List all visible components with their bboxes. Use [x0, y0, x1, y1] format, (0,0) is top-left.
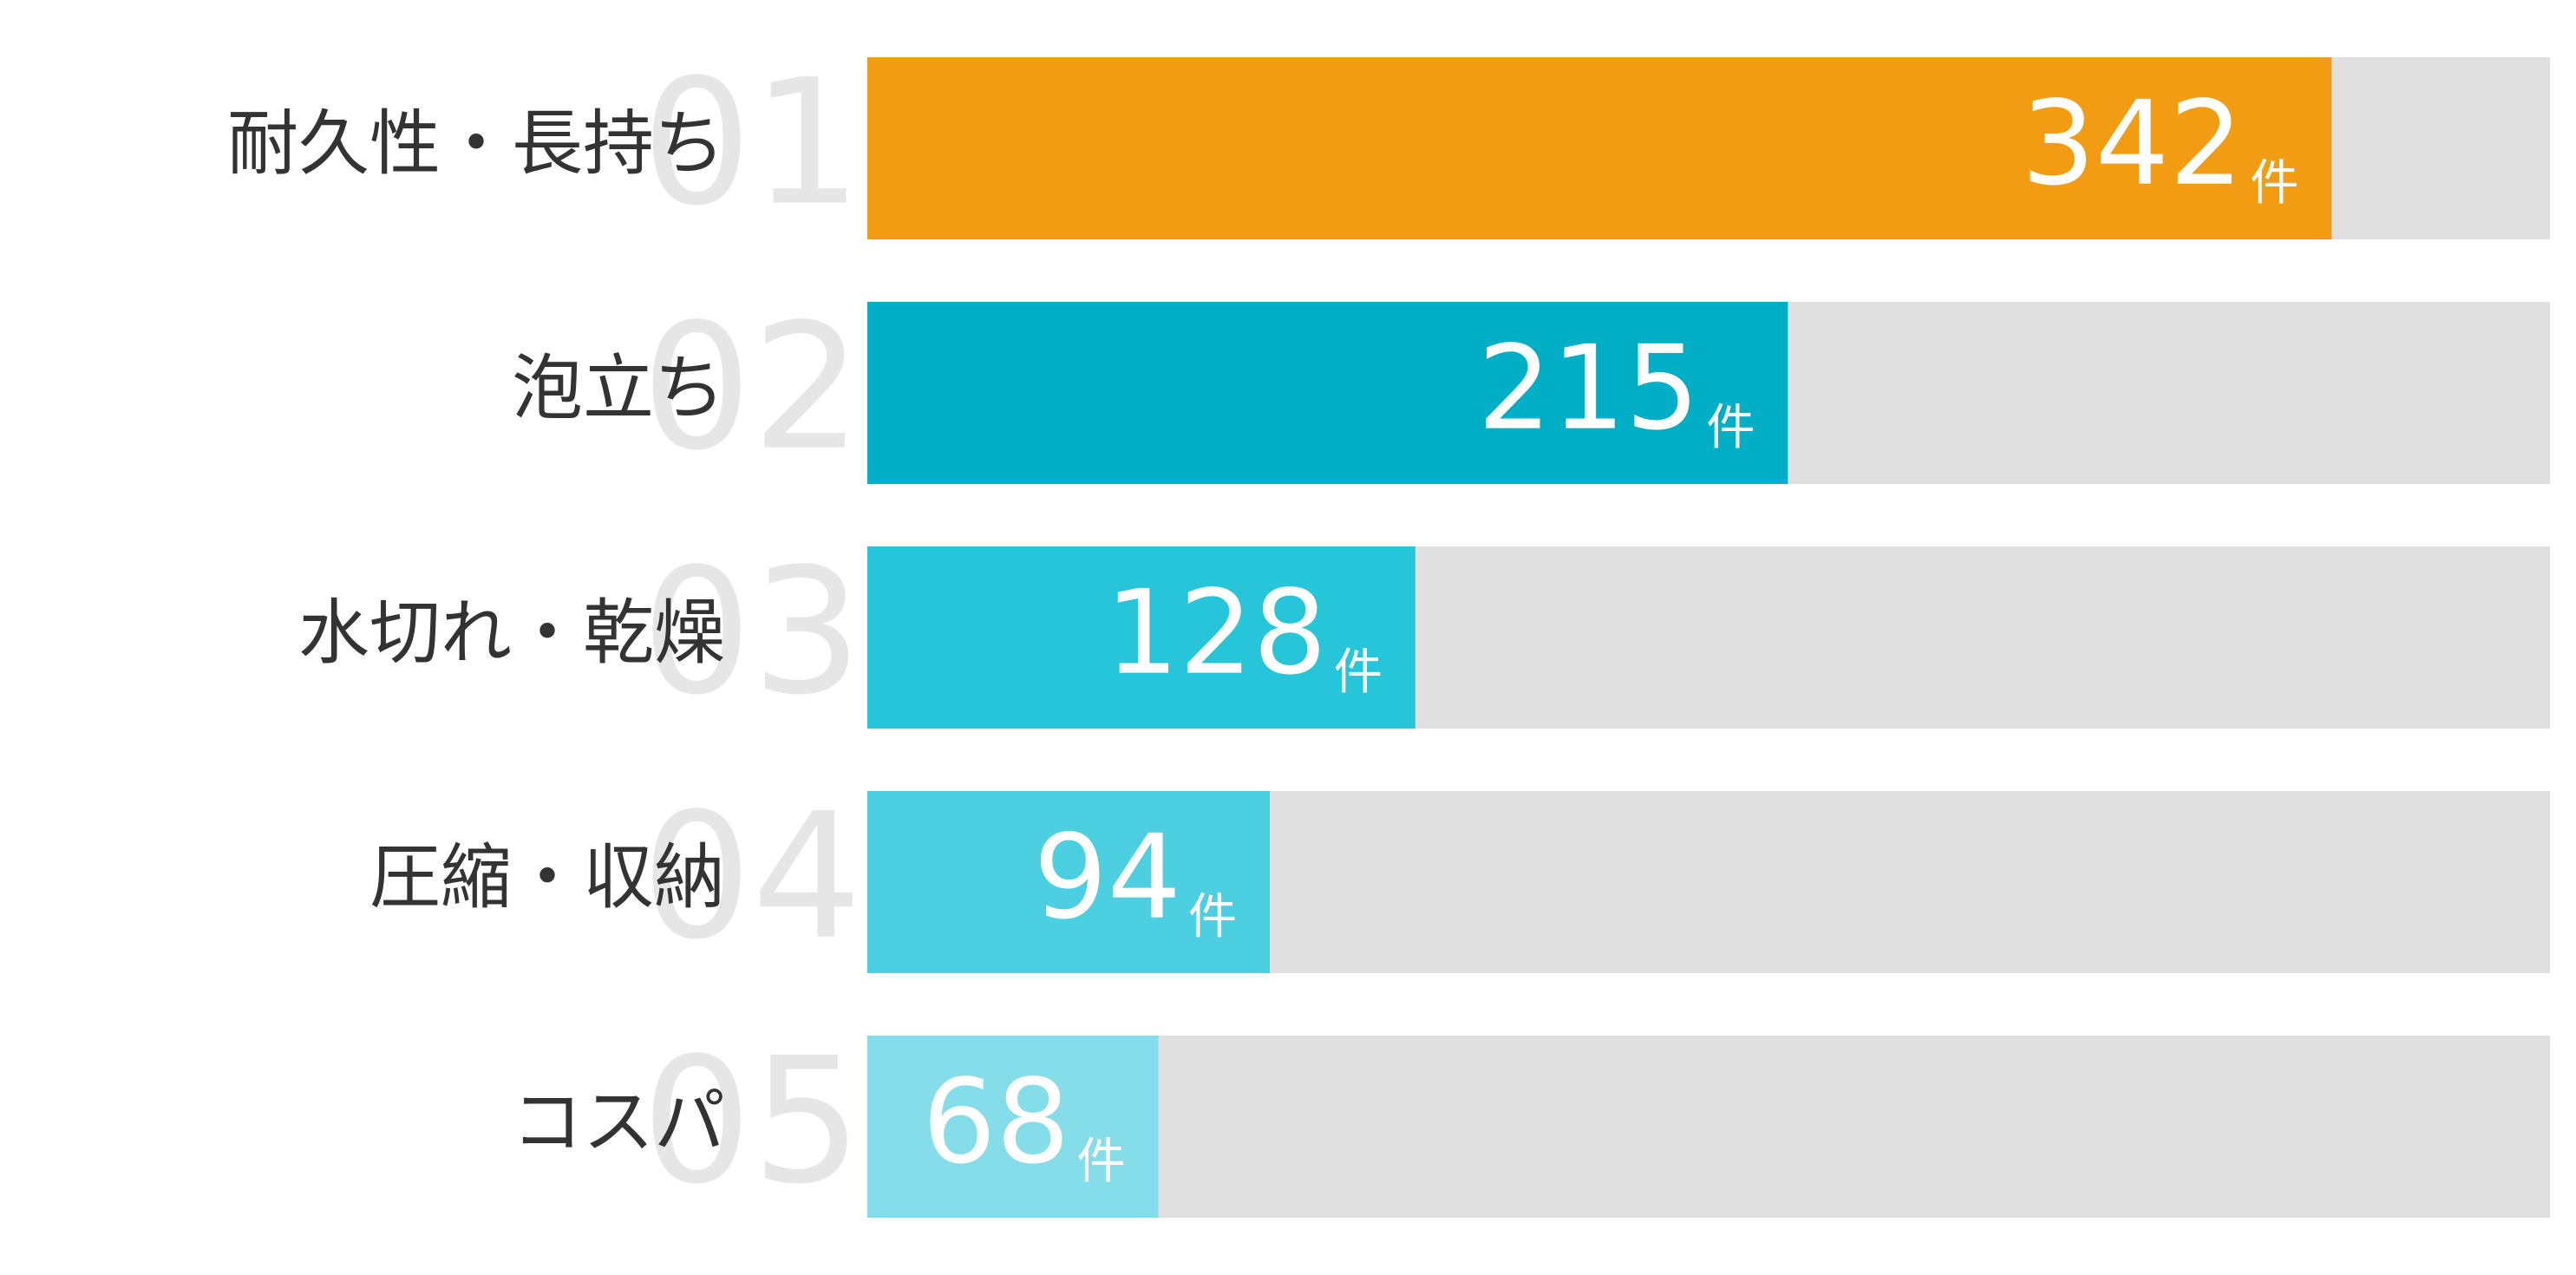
value-label: 128 — [1105, 566, 1327, 701]
bar — [867, 546, 1415, 729]
category-label: コスパ — [512, 1081, 725, 1163]
rank-number: 03 — [642, 532, 863, 734]
rank-number: 05 — [642, 1021, 863, 1223]
bar — [867, 1036, 1159, 1218]
bar — [867, 302, 1788, 484]
bar — [867, 57, 2332, 239]
value-unit: 件 — [1706, 400, 1755, 456]
rank-number: 01 — [642, 42, 863, 245]
value-label: 342 — [2021, 76, 2243, 212]
value-label: 94 — [1034, 810, 1182, 945]
category-label: 耐久性・長持ち — [227, 102, 725, 185]
category-label: 水切れ・乾燥 — [298, 592, 725, 674]
value-unit: 件 — [1334, 644, 1383, 701]
value-unit: 件 — [1077, 1134, 1126, 1190]
value-unit: 件 — [1188, 889, 1237, 945]
value-unit: 件 — [2250, 155, 2298, 212]
category-label: 圧縮・収納 — [369, 836, 725, 919]
value-label: 215 — [1478, 321, 1700, 456]
rank-number: 02 — [642, 287, 863, 489]
bar — [867, 791, 1271, 973]
value-label: 68 — [922, 1055, 1070, 1190]
rank-number: 04 — [642, 776, 863, 978]
category-label: 泡立ち — [512, 347, 725, 429]
